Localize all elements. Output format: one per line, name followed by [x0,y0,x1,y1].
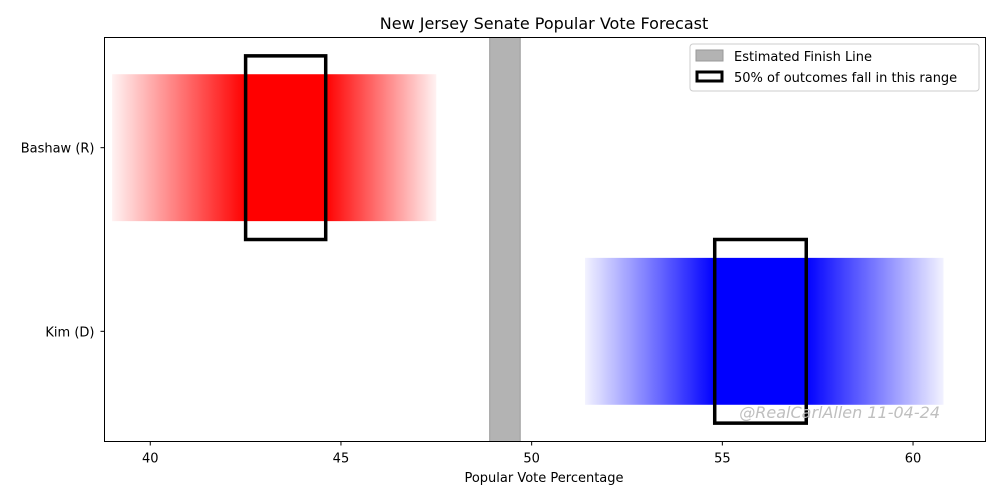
y-tick-label: Bashaw (R) [21,142,95,157]
legend-range-label: 50% of outcomes fall in this range [734,71,957,86]
iqr-box-kim-d [712,237,808,425]
legend-box [689,43,980,92]
x-axis: 40 45 50 55 60 [142,441,922,467]
legend: Estimated Finish Line 50% of outcomes fa… [689,43,980,92]
x-tick-label: 40 [142,452,159,467]
y-axis: Bashaw (R) Kim (D) [21,142,105,340]
legend-finish-line-swatch [695,49,724,62]
x-tick-label: 45 [333,452,350,467]
watermark: @RealCarlAllen 11-04-24 [739,403,940,422]
iqr-box-bashaw-r [243,54,328,242]
axes-frame [104,37,986,442]
y-tick-label: Kim (D) [45,325,94,340]
forecast-bar-bashaw-r [112,74,437,222]
chart-title: New Jersey Senate Popular Vote Forecast [380,14,708,33]
x-tick-label: 55 [714,452,731,467]
forecast-bar-kim-d [585,257,944,405]
x-tick-label: 60 [905,452,922,467]
x-axis-label: Popular Vote Percentage [464,471,623,486]
plot-area [112,37,944,442]
finish-line-band [489,37,521,442]
legend-finish-line-label: Estimated Finish Line [734,50,872,65]
x-tick-label: 50 [523,452,540,467]
legend-range-swatch [695,70,724,83]
